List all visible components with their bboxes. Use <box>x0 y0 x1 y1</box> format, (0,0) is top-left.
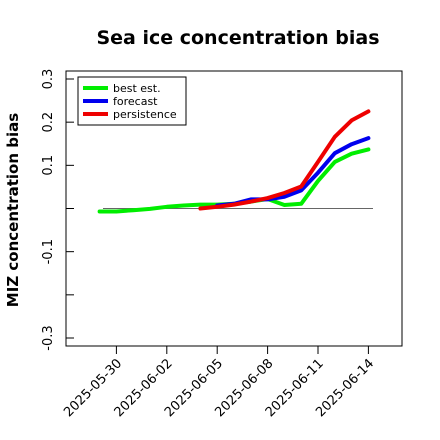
y-tick-label: -0.3 <box>41 325 56 350</box>
legend-label: forecast <box>113 95 158 108</box>
y-tick-label: 0.3 <box>41 69 56 90</box>
legend-label: persistence <box>113 108 177 121</box>
y-tick-label: 0.1 <box>41 155 56 176</box>
y-axis-label: MIZ concentration bias <box>4 113 22 307</box>
chart-title: Sea ice concentration bias <box>96 27 379 49</box>
legend-label: best est. <box>113 82 161 95</box>
y-tick-label: -0.1 <box>41 239 56 264</box>
y-tick-label: 0.2 <box>41 112 56 133</box>
series-line-forecast <box>215 136 371 208</box>
legend-box <box>77 76 187 126</box>
series-line-persistence <box>198 109 371 211</box>
